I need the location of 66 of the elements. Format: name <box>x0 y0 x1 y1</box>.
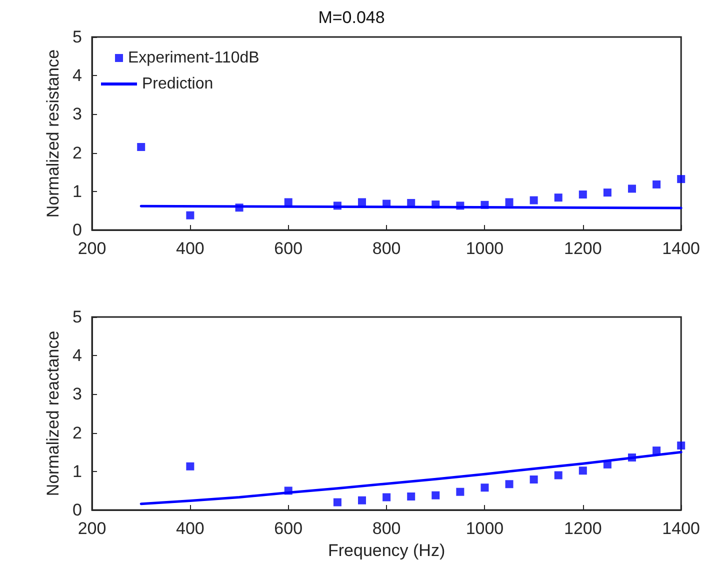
point <box>480 200 489 209</box>
point <box>137 143 146 152</box>
y-tick-label: 5 <box>72 28 82 46</box>
point <box>505 198 514 206</box>
point <box>603 188 612 197</box>
y-tick-label: 2 <box>72 143 82 162</box>
point <box>407 198 416 207</box>
x-tick-label: 800 <box>372 519 401 538</box>
point <box>284 486 292 495</box>
point <box>186 211 194 220</box>
point <box>432 200 440 209</box>
x-tick-label: 200 <box>78 239 106 258</box>
point <box>456 488 464 496</box>
point <box>505 480 514 488</box>
point <box>358 496 366 504</box>
y-tick-label: 1 <box>72 182 82 201</box>
x-tick-label: 1200 <box>564 519 602 538</box>
legend-label: Experiment-110dB <box>128 50 260 66</box>
point <box>235 204 244 212</box>
x-tick-label: 800 <box>372 239 401 258</box>
point <box>677 442 686 450</box>
x-axis-title: Frequency (Hz) <box>328 540 446 560</box>
point <box>358 198 366 206</box>
point <box>382 493 391 502</box>
y-tick-label: 0 <box>72 220 82 240</box>
x-tick-label: 1000 <box>466 519 504 538</box>
point <box>677 175 686 184</box>
x-tick-label: 1400 <box>662 519 700 538</box>
point <box>554 194 562 202</box>
y-tick-label: 4 <box>72 346 82 366</box>
point <box>186 462 194 470</box>
y-tick-label: 4 <box>72 66 82 86</box>
y-axis-title: Normalized resistance <box>44 49 63 218</box>
x-tick-label: 1000 <box>466 239 504 258</box>
point <box>578 466 587 475</box>
point <box>530 476 538 484</box>
y-axis-title: Normalized reactance <box>44 330 63 496</box>
x-tick-label: 200 <box>78 519 106 538</box>
point <box>407 492 416 500</box>
x-tick-label: 600 <box>274 519 303 538</box>
legend-label: Prediction <box>142 76 214 92</box>
point <box>652 180 661 188</box>
y-tick-label: 3 <box>72 384 82 404</box>
point <box>578 190 587 198</box>
point <box>284 198 292 206</box>
y-tick-label: 3 <box>72 104 82 124</box>
point <box>333 202 342 210</box>
point <box>554 471 562 480</box>
x-tick-label: 600 <box>274 239 303 258</box>
y-tick-label: 1 <box>72 462 82 481</box>
y-tick-label: 5 <box>72 308 82 326</box>
point <box>628 184 636 193</box>
x-tick-label: 400 <box>176 519 204 538</box>
point <box>652 446 661 455</box>
point <box>456 202 464 210</box>
y-tick-label: 2 <box>72 423 82 442</box>
x-tick-label: 1400 <box>662 239 700 258</box>
point <box>432 491 440 500</box>
chart-title: M=0.048 <box>318 8 385 27</box>
point <box>628 454 636 462</box>
point <box>333 498 342 506</box>
x-tick-label: 400 <box>176 239 204 258</box>
point <box>530 196 538 204</box>
point <box>480 484 489 492</box>
y-tick-label: 0 <box>72 500 82 520</box>
x-tick-label: 1200 <box>564 239 602 258</box>
